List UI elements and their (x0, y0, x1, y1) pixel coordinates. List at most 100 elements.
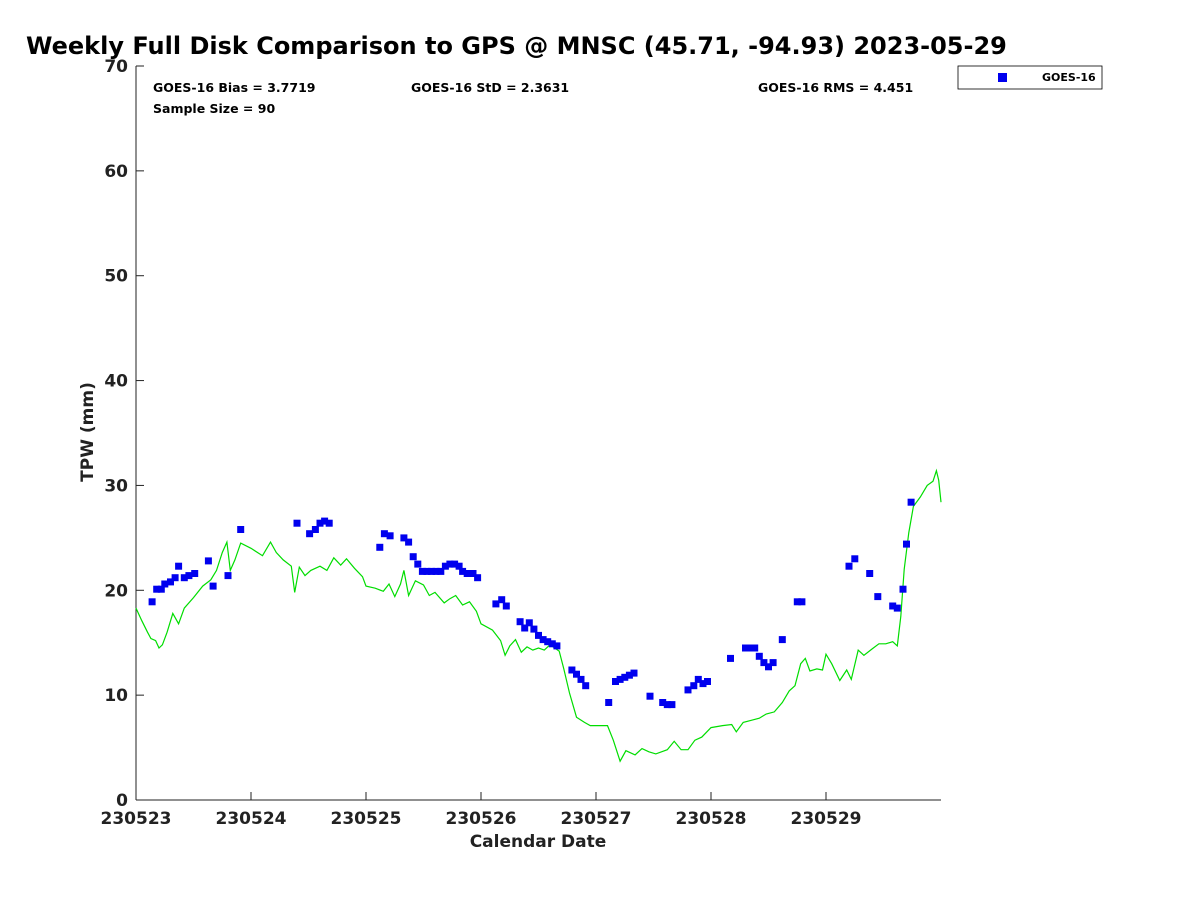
goes16-point (899, 585, 907, 593)
goes16-point (765, 663, 772, 671)
goes16-point (175, 562, 183, 570)
goes16-point (893, 604, 901, 612)
x-tick-label: 230526 (446, 809, 517, 829)
goes16-point (469, 570, 477, 577)
goes16-point (755, 652, 763, 660)
goes16-point (325, 519, 333, 527)
y-tick-label: 10 (104, 686, 128, 706)
goes16-point (605, 699, 613, 706)
goes16-point (668, 701, 676, 709)
legend-label-goes16: GOES-16 (1042, 71, 1096, 84)
legend: GOES-16 (957, 65, 1103, 90)
x-tick-label: 230528 (676, 809, 747, 829)
goes16-point (742, 644, 749, 652)
goes16-point (380, 530, 388, 538)
goes16-point (316, 519, 324, 527)
goes16-point (612, 678, 619, 685)
goes16-point (400, 534, 408, 542)
x-tick-label: 230525 (331, 809, 402, 829)
legend-marker-goes16 (998, 73, 1007, 82)
goes16-point (577, 675, 585, 683)
stat-std: GOES-16 StD = 2.3631 (411, 80, 569, 95)
x-axis-label: Calendar Date (470, 832, 607, 852)
plot-area (135, 66, 941, 801)
goes16-point (778, 636, 786, 644)
goes16-point (459, 567, 467, 575)
stat-sample-size: Sample Size = 90 (153, 101, 275, 116)
goes16-point (525, 619, 533, 627)
goes16-point (582, 682, 590, 690)
stat-rms: GOES-16 RMS = 4.451 (758, 80, 913, 95)
goes16-point (684, 686, 692, 694)
goes16-point (704, 678, 711, 685)
x-tick-label: 230529 (791, 809, 862, 829)
goes16-point (224, 572, 232, 580)
goes16-point (376, 543, 384, 551)
goes16-point (690, 682, 698, 690)
goes16-point (167, 578, 174, 586)
goes16-point (851, 555, 859, 563)
goes16-point (180, 574, 188, 582)
y-tick-label: 20 (104, 581, 128, 601)
y-axis-label: TPW (mm) (78, 382, 98, 482)
goes16-point (539, 636, 547, 644)
goes16-point (463, 570, 471, 577)
goes16-point (311, 526, 319, 533)
x-tick-label: 230523 (101, 809, 172, 829)
goes16-point (204, 557, 212, 565)
goes16-point (694, 675, 702, 683)
x-tick-label: 230527 (561, 809, 632, 829)
gps-line (135, 468, 942, 763)
goes16-point (423, 567, 431, 575)
goes16-point (535, 631, 542, 639)
x-axis: 230523 230524 230525 230526 230527 230528 2305… (101, 792, 862, 829)
goes16-point (798, 598, 806, 606)
goes16-point (544, 638, 552, 646)
goes16-point (751, 644, 759, 652)
goes16-point (625, 671, 633, 679)
goes16-point (306, 530, 314, 538)
goes16-point (446, 560, 454, 568)
goes16-point (746, 644, 754, 652)
goes16-point (498, 596, 506, 604)
goes16-point (903, 540, 910, 548)
goes16-point (418, 567, 426, 575)
goes16-point (530, 625, 538, 633)
goes16-point (845, 562, 853, 570)
goes16-point (502, 602, 510, 610)
goes16-point (769, 659, 777, 667)
goes16-point (428, 567, 435, 575)
goes16-point (321, 517, 329, 525)
y-tick-label: 0 (116, 791, 128, 811)
goes16-point (455, 562, 463, 570)
goes16-point (492, 600, 500, 608)
goes16-point (621, 673, 629, 681)
goes16-point (516, 618, 524, 626)
goes16-point (157, 585, 165, 593)
goes16-point (386, 532, 394, 540)
goes16-point (659, 699, 667, 706)
goes16-point (185, 572, 193, 580)
y-axis: 0 10 20 30 40 50 60 70 (104, 57, 144, 811)
goes16-point (646, 692, 654, 700)
goes16-point (209, 582, 217, 590)
goes16-point (405, 538, 413, 546)
goes16-point (568, 666, 576, 674)
goes16-point (293, 519, 301, 527)
goes16-point (663, 701, 671, 709)
goes16-point (441, 562, 449, 570)
goes16-point (191, 570, 199, 577)
goes16-point (409, 553, 417, 561)
goes16-point (474, 574, 482, 582)
goes16-point (553, 642, 561, 650)
legend-box (957, 65, 1103, 90)
goes16-point (161, 580, 169, 588)
goes16-point (237, 526, 245, 533)
goes16-point (727, 654, 734, 662)
y-tick-label: 50 (104, 267, 128, 287)
goes16-point (616, 675, 624, 683)
y-tick-label: 60 (104, 162, 128, 182)
goes16-point (148, 598, 156, 606)
goes16-point (889, 602, 897, 610)
